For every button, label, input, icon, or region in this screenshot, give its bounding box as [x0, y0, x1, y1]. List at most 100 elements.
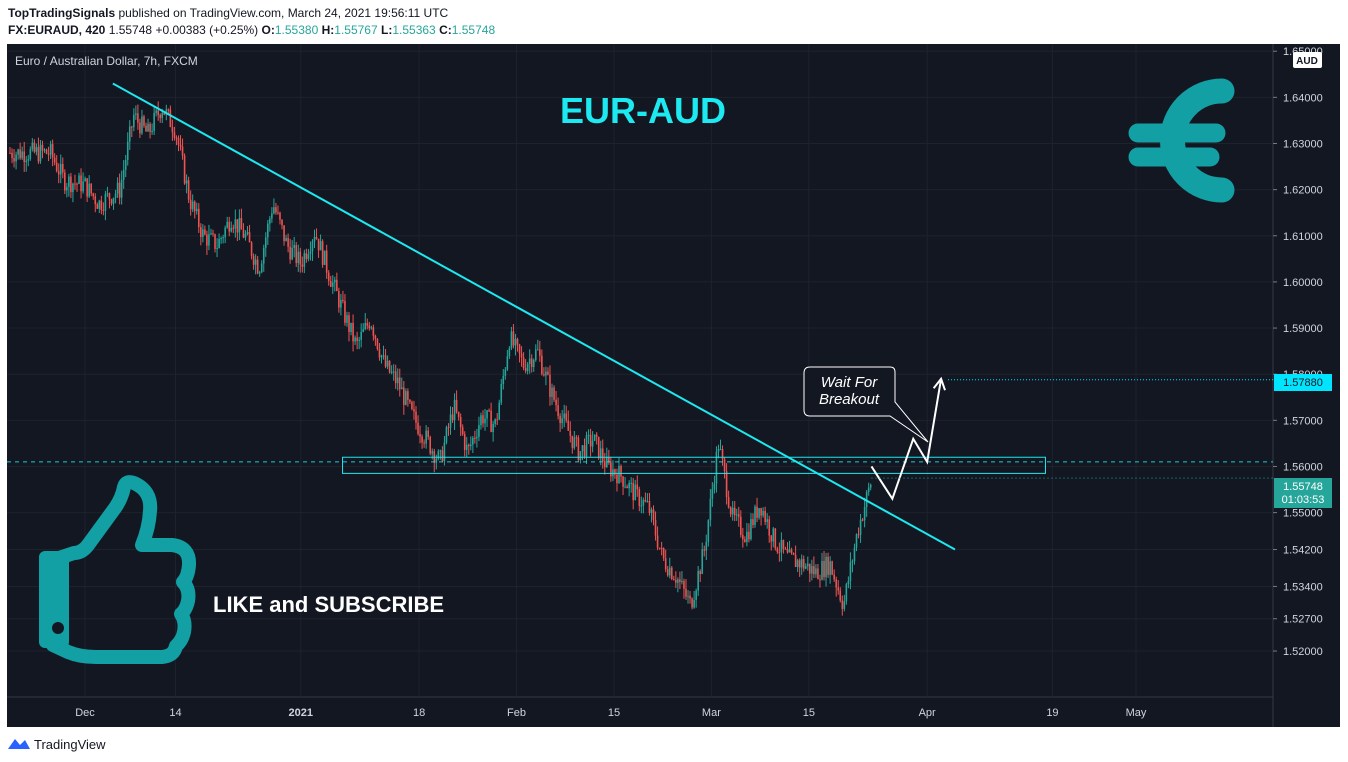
candle-body: [555, 399, 557, 406]
candle-body: [711, 489, 714, 499]
candle-body: [721, 449, 724, 460]
candle-body: [423, 442, 425, 444]
candle-body: [252, 256, 255, 265]
candle-body: [634, 484, 637, 501]
candle-body: [752, 519, 754, 525]
time-axis[interactable]: Dec 14 2021 18 Feb 15 Mar 15 Apr 19 May: [75, 707, 1147, 719]
candle-body: [421, 436, 423, 443]
candle-body: [748, 531, 750, 540]
candle-body: [567, 420, 570, 431]
candle-body: [49, 144, 52, 155]
candle-body: [859, 519, 862, 535]
candle-body: [183, 155, 186, 184]
candle-body: [821, 561, 823, 580]
candle-body: [585, 435, 588, 457]
candle-body: [135, 113, 137, 115]
candle-body: [612, 469, 614, 477]
candle-body: [703, 549, 706, 551]
candle-body: [465, 444, 468, 450]
candle-body: [210, 233, 212, 235]
candle-body: [504, 369, 507, 376]
time-tick-label: Dec: [75, 707, 95, 719]
candle-body: [597, 436, 600, 459]
footer: TradingView: [0, 728, 1348, 762]
candle-body: [405, 391, 407, 405]
candle-body: [817, 568, 819, 580]
candle-body: [64, 172, 66, 191]
price-tick-label: 1.59000: [1283, 323, 1323, 335]
candle-body: [106, 193, 109, 195]
candle-body: [583, 445, 586, 457]
note-line-1: Wait For: [821, 374, 878, 391]
candle-body: [173, 132, 176, 138]
candle-body: [202, 229, 204, 237]
candle-body: [573, 437, 576, 448]
candle-body: [157, 110, 159, 116]
candle-body: [719, 449, 722, 451]
candle-body: [187, 180, 190, 200]
candle-body: [620, 465, 622, 477]
candle-body: [656, 535, 659, 548]
candle-body: [88, 183, 90, 197]
price-tick-label: 1.62000: [1283, 185, 1323, 197]
candle-body: [352, 322, 354, 342]
candle-body: [839, 590, 842, 601]
candle-body: [59, 163, 62, 175]
candle-body: [407, 391, 409, 400]
wait-for-breakout-callout[interactable]: Wait For Breakout: [803, 366, 929, 443]
candle-body: [45, 149, 48, 154]
candle-body: [208, 234, 210, 246]
tradingview-brand[interactable]: TradingView: [34, 737, 106, 752]
candle-body: [498, 402, 501, 420]
candle-body: [98, 200, 101, 209]
candle-body: [776, 548, 779, 552]
time-tick-label: 14: [169, 707, 181, 719]
candle-body: [370, 327, 373, 329]
candle-body: [195, 208, 198, 212]
candle-body: [258, 272, 261, 274]
candle-body: [740, 516, 742, 535]
low-value: 1.55363: [392, 23, 436, 37]
candle-body: [772, 528, 775, 542]
candle-body: [636, 484, 639, 490]
candle-body: [212, 233, 214, 235]
candle-body: [660, 547, 663, 549]
candle-body: [865, 492, 868, 507]
candle-body: [851, 560, 854, 563]
price-tick-label: 1.56000: [1283, 461, 1323, 473]
candles: [9, 101, 872, 616]
candle-body: [754, 506, 756, 525]
candle-body: [788, 549, 791, 553]
price-tick-label: 1.55000: [1283, 508, 1323, 520]
candle-body: [232, 227, 235, 229]
tradingview-logo-icon[interactable]: [7, 736, 31, 750]
candle-body: [17, 149, 19, 155]
candle-body: [770, 535, 773, 542]
symbol-interval: FX:EURAUD, 420: [8, 23, 106, 37]
chart-canvas[interactable]: 1.650001.640001.630001.620001.610001.600…: [0, 0, 1348, 730]
candle-body: [610, 462, 612, 477]
candle-body: [685, 588, 687, 597]
publish-info: published on TradingView.com, March 24, …: [118, 6, 449, 20]
candle-body: [228, 221, 231, 232]
candle-body: [222, 237, 224, 239]
candle-body: [492, 423, 494, 433]
candle-body: [307, 254, 310, 259]
candle-body: [449, 414, 452, 428]
candle-body: [494, 419, 496, 424]
chart-background: [7, 44, 1340, 727]
candle-body: [102, 209, 105, 211]
candle-body: [652, 509, 655, 520]
author-name[interactable]: TopTradingSignals: [8, 6, 116, 20]
candle-body: [668, 567, 671, 576]
thumbs-up-icon: [39, 475, 197, 664]
candle-body: [279, 212, 281, 220]
annotation-title: EUR-AUD: [560, 90, 726, 131]
projection-arrowhead: [932, 376, 946, 391]
candle-body: [823, 561, 825, 578]
candle-body: [699, 571, 701, 575]
candle-body: [242, 229, 245, 238]
drawings[interactable]: [7, 82, 1273, 551]
candle-body: [557, 405, 559, 416]
candle-body: [453, 399, 456, 421]
